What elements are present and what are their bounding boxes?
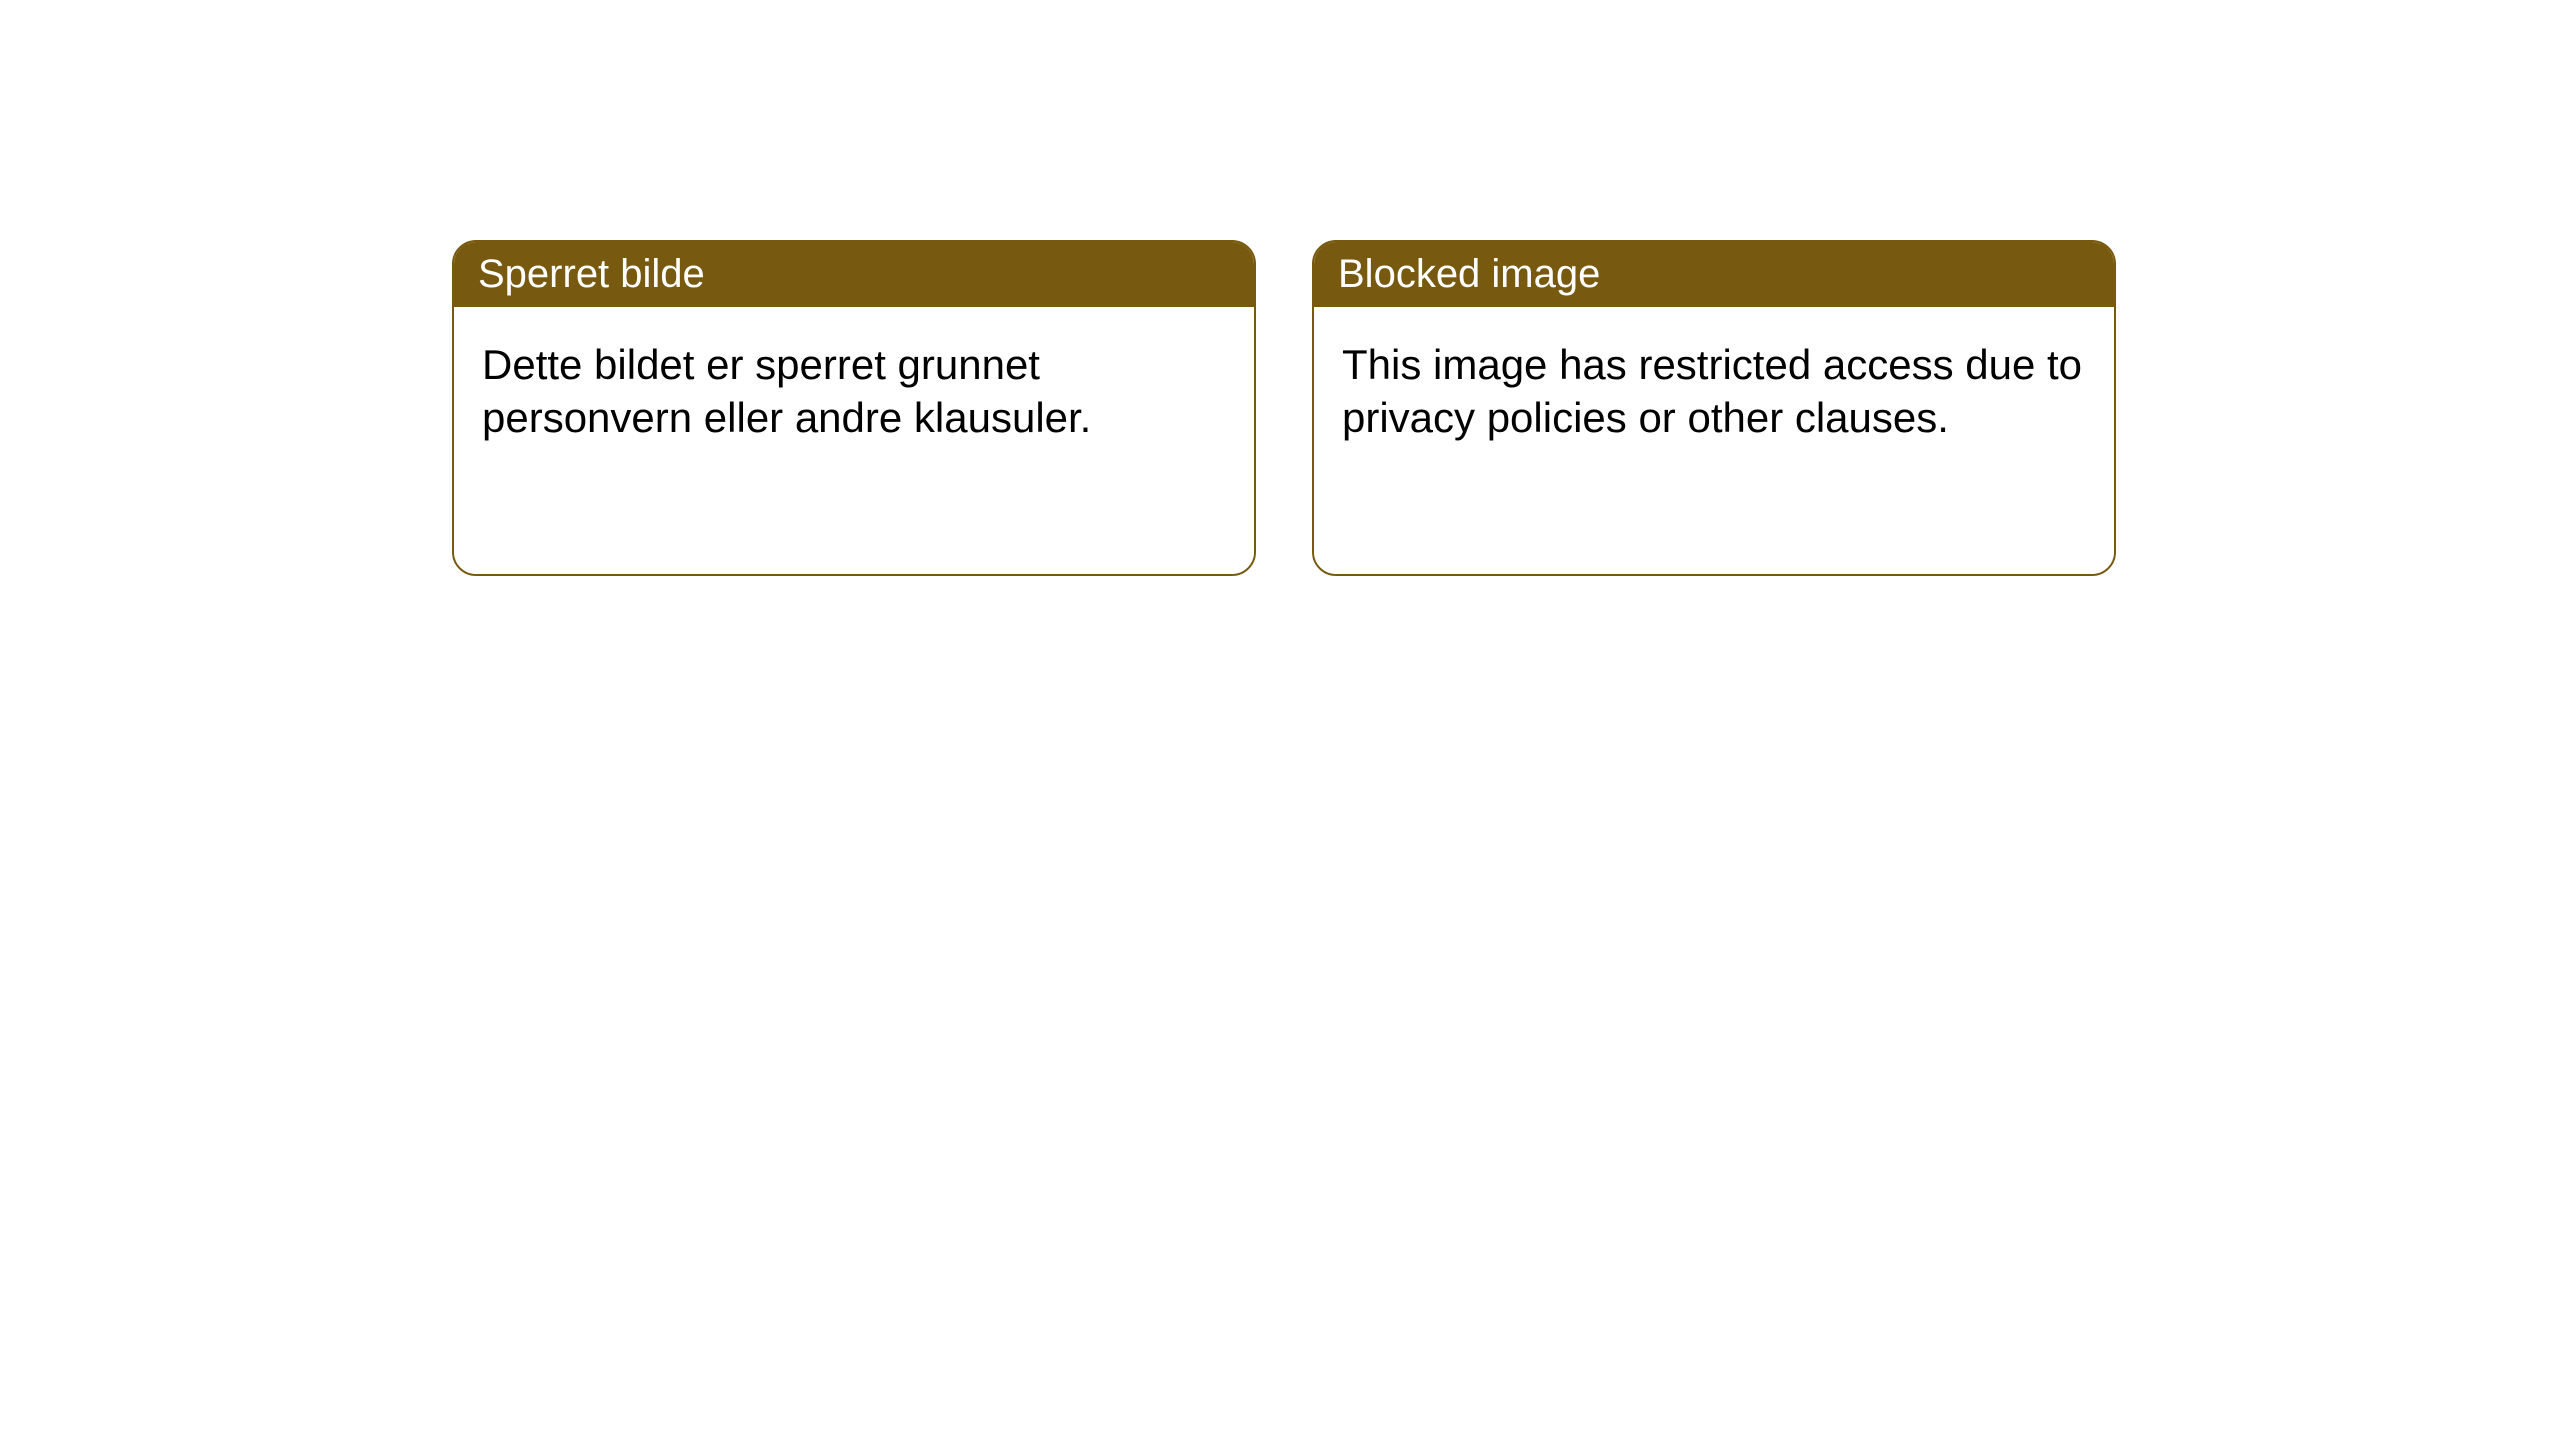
cards-container: Sperret bilde Dette bildet er sperret gr… [0,0,2560,576]
card-header: Sperret bilde [454,242,1254,307]
card-title: Blocked image [1338,252,1600,296]
blocked-image-card-english: Blocked image This image has restricted … [1312,240,2116,576]
card-title: Sperret bilde [478,252,705,296]
card-header: Blocked image [1314,242,2114,307]
card-body: This image has restricted access due to … [1314,307,2114,574]
card-body-text: This image has restricted access due to … [1342,341,2082,441]
card-body-text: Dette bildet er sperret grunnet personve… [482,341,1091,441]
blocked-image-card-norwegian: Sperret bilde Dette bildet er sperret gr… [452,240,1256,576]
card-body: Dette bildet er sperret grunnet personve… [454,307,1254,574]
